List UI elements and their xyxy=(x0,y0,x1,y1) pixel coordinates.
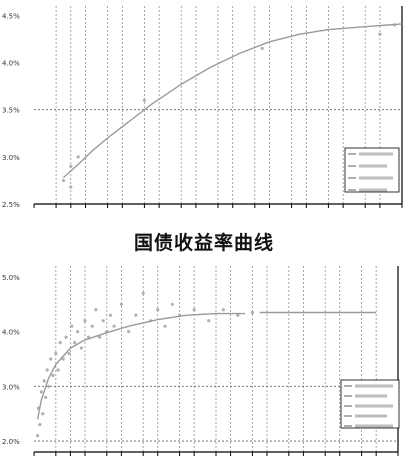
legend xyxy=(340,379,400,429)
y-tick-label: 4.0% xyxy=(2,329,20,337)
data-point xyxy=(142,98,146,102)
data-point xyxy=(108,313,113,317)
data-point xyxy=(221,308,225,312)
data-point xyxy=(61,178,66,183)
legend-entry xyxy=(359,176,393,180)
data-point xyxy=(79,346,83,350)
data-point xyxy=(378,32,382,36)
legend xyxy=(344,147,400,193)
data-point xyxy=(90,324,94,328)
legend-entry xyxy=(355,424,393,428)
data-point xyxy=(112,324,116,328)
data-point xyxy=(101,319,105,323)
data-point xyxy=(49,357,53,361)
data-point xyxy=(134,313,138,317)
y-tick-label: 2.0% xyxy=(2,438,20,446)
grid-vertical xyxy=(55,266,399,452)
legend-entry xyxy=(355,404,393,408)
legend-entry xyxy=(359,164,387,168)
data-point xyxy=(46,384,51,388)
axes xyxy=(33,6,403,208)
data-point xyxy=(36,433,40,438)
chart-title: 国债收益率曲线 xyxy=(133,232,274,254)
yield-curve-line xyxy=(62,23,403,179)
yield-curve-line xyxy=(36,312,246,420)
data-point xyxy=(56,368,60,372)
data-point xyxy=(141,291,145,295)
grid-horizontal xyxy=(34,385,398,442)
data-point xyxy=(70,324,74,328)
data-point xyxy=(94,308,98,312)
y-tick-label: 5.0% xyxy=(2,274,20,282)
data-point xyxy=(76,155,80,159)
data-point xyxy=(45,368,49,372)
data-point xyxy=(250,310,254,315)
y-tick-label: 3.0% xyxy=(2,154,20,162)
data-point xyxy=(163,324,167,328)
data-point xyxy=(207,319,211,323)
legend-entry xyxy=(355,384,393,388)
data-point xyxy=(192,308,196,312)
data-point xyxy=(64,335,68,339)
data-point xyxy=(67,351,71,356)
data-point xyxy=(39,390,43,394)
y-tick-label: 2.5% xyxy=(2,201,20,209)
data-point xyxy=(127,330,131,334)
data-point xyxy=(58,340,62,345)
data-point xyxy=(69,185,73,189)
data-point xyxy=(83,319,87,323)
y-tick-label: 3.0% xyxy=(2,383,20,391)
data-point xyxy=(119,302,123,306)
data-point xyxy=(69,164,73,168)
data-point xyxy=(73,340,77,345)
y-tick-label: 3.5% xyxy=(2,107,20,115)
yield-curve-chart-bottom: 2.0% 3.0% 4.0% 5.0% xyxy=(2,266,400,456)
data-point xyxy=(260,46,264,51)
y-tick-label: 4.0% xyxy=(2,60,20,68)
data-point xyxy=(44,395,48,399)
data-point xyxy=(42,379,46,383)
legend-entry xyxy=(355,394,387,398)
data-point xyxy=(54,351,58,356)
legend-entry xyxy=(359,152,393,156)
data-point xyxy=(41,412,45,416)
legend-entry xyxy=(355,414,387,418)
legend-entry xyxy=(359,188,387,192)
yield-curve-chart-top: 2.5% 3.0% 3.5% 4.0% 4.5% xyxy=(2,6,403,209)
data-point xyxy=(38,423,42,427)
data-point xyxy=(97,335,102,339)
y-tick-label: 4.5% xyxy=(2,12,20,20)
data-point xyxy=(76,330,80,334)
data-point xyxy=(51,373,55,378)
data-point xyxy=(236,313,240,317)
data-point xyxy=(170,302,174,306)
data-point xyxy=(156,308,160,312)
